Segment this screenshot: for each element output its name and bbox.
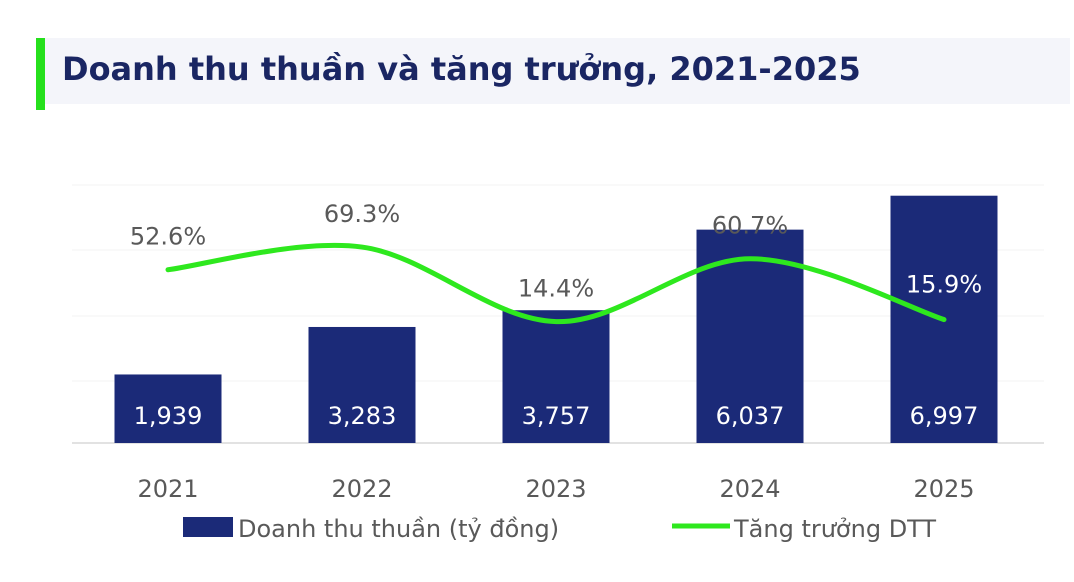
x-tick-2025: 2025 (913, 475, 974, 503)
x-tick-labels: 2021 2022 2023 2024 2025 (137, 475, 974, 503)
x-tick-2021: 2021 (137, 475, 198, 503)
growth-value-labels: 52.6% 69.3% 14.4% 60.7% 15.9% (130, 200, 982, 303)
legend: Doanh thu thuần (tỷ đồng) Tăng trưởng DT… (183, 515, 936, 543)
x-tick-2023: 2023 (525, 475, 586, 503)
bar-label-2024: 6,037 (716, 402, 785, 430)
x-tick-2022: 2022 (331, 475, 392, 503)
legend-bar-swatch (183, 517, 233, 537)
chart-title: Doanh thu thuần và tăng trưởng, 2021-202… (62, 50, 861, 88)
bar-series (114, 195, 998, 443)
bar-2022 (308, 326, 416, 443)
growth-label-2024: 60.7% (712, 212, 788, 240)
legend-bar-label: Doanh thu thuần (tỷ đồng) (238, 515, 559, 543)
bar-label-2023: 3,757 (522, 402, 591, 430)
growth-label-2025: 15.9% (906, 271, 982, 299)
growth-label-2023: 14.4% (518, 275, 594, 303)
bar-value-labels: 1,939 3,283 3,757 6,037 6,997 (134, 402, 979, 430)
title-accent-bar (36, 38, 45, 110)
title-band (36, 38, 1070, 104)
x-tick-2024: 2024 (719, 475, 780, 503)
bar-label-2022: 3,283 (328, 402, 397, 430)
growth-line (165, 242, 947, 325)
bar-2023 (502, 310, 610, 443)
bar-2021 (114, 374, 222, 443)
legend-line-label: Tăng trưởng DTT (733, 515, 936, 543)
growth-label-2021: 52.6% (130, 223, 206, 251)
growth-label-2022: 69.3% (324, 200, 400, 228)
bar-label-2025: 6,997 (910, 402, 979, 430)
bar-label-2021: 1,939 (134, 402, 203, 430)
